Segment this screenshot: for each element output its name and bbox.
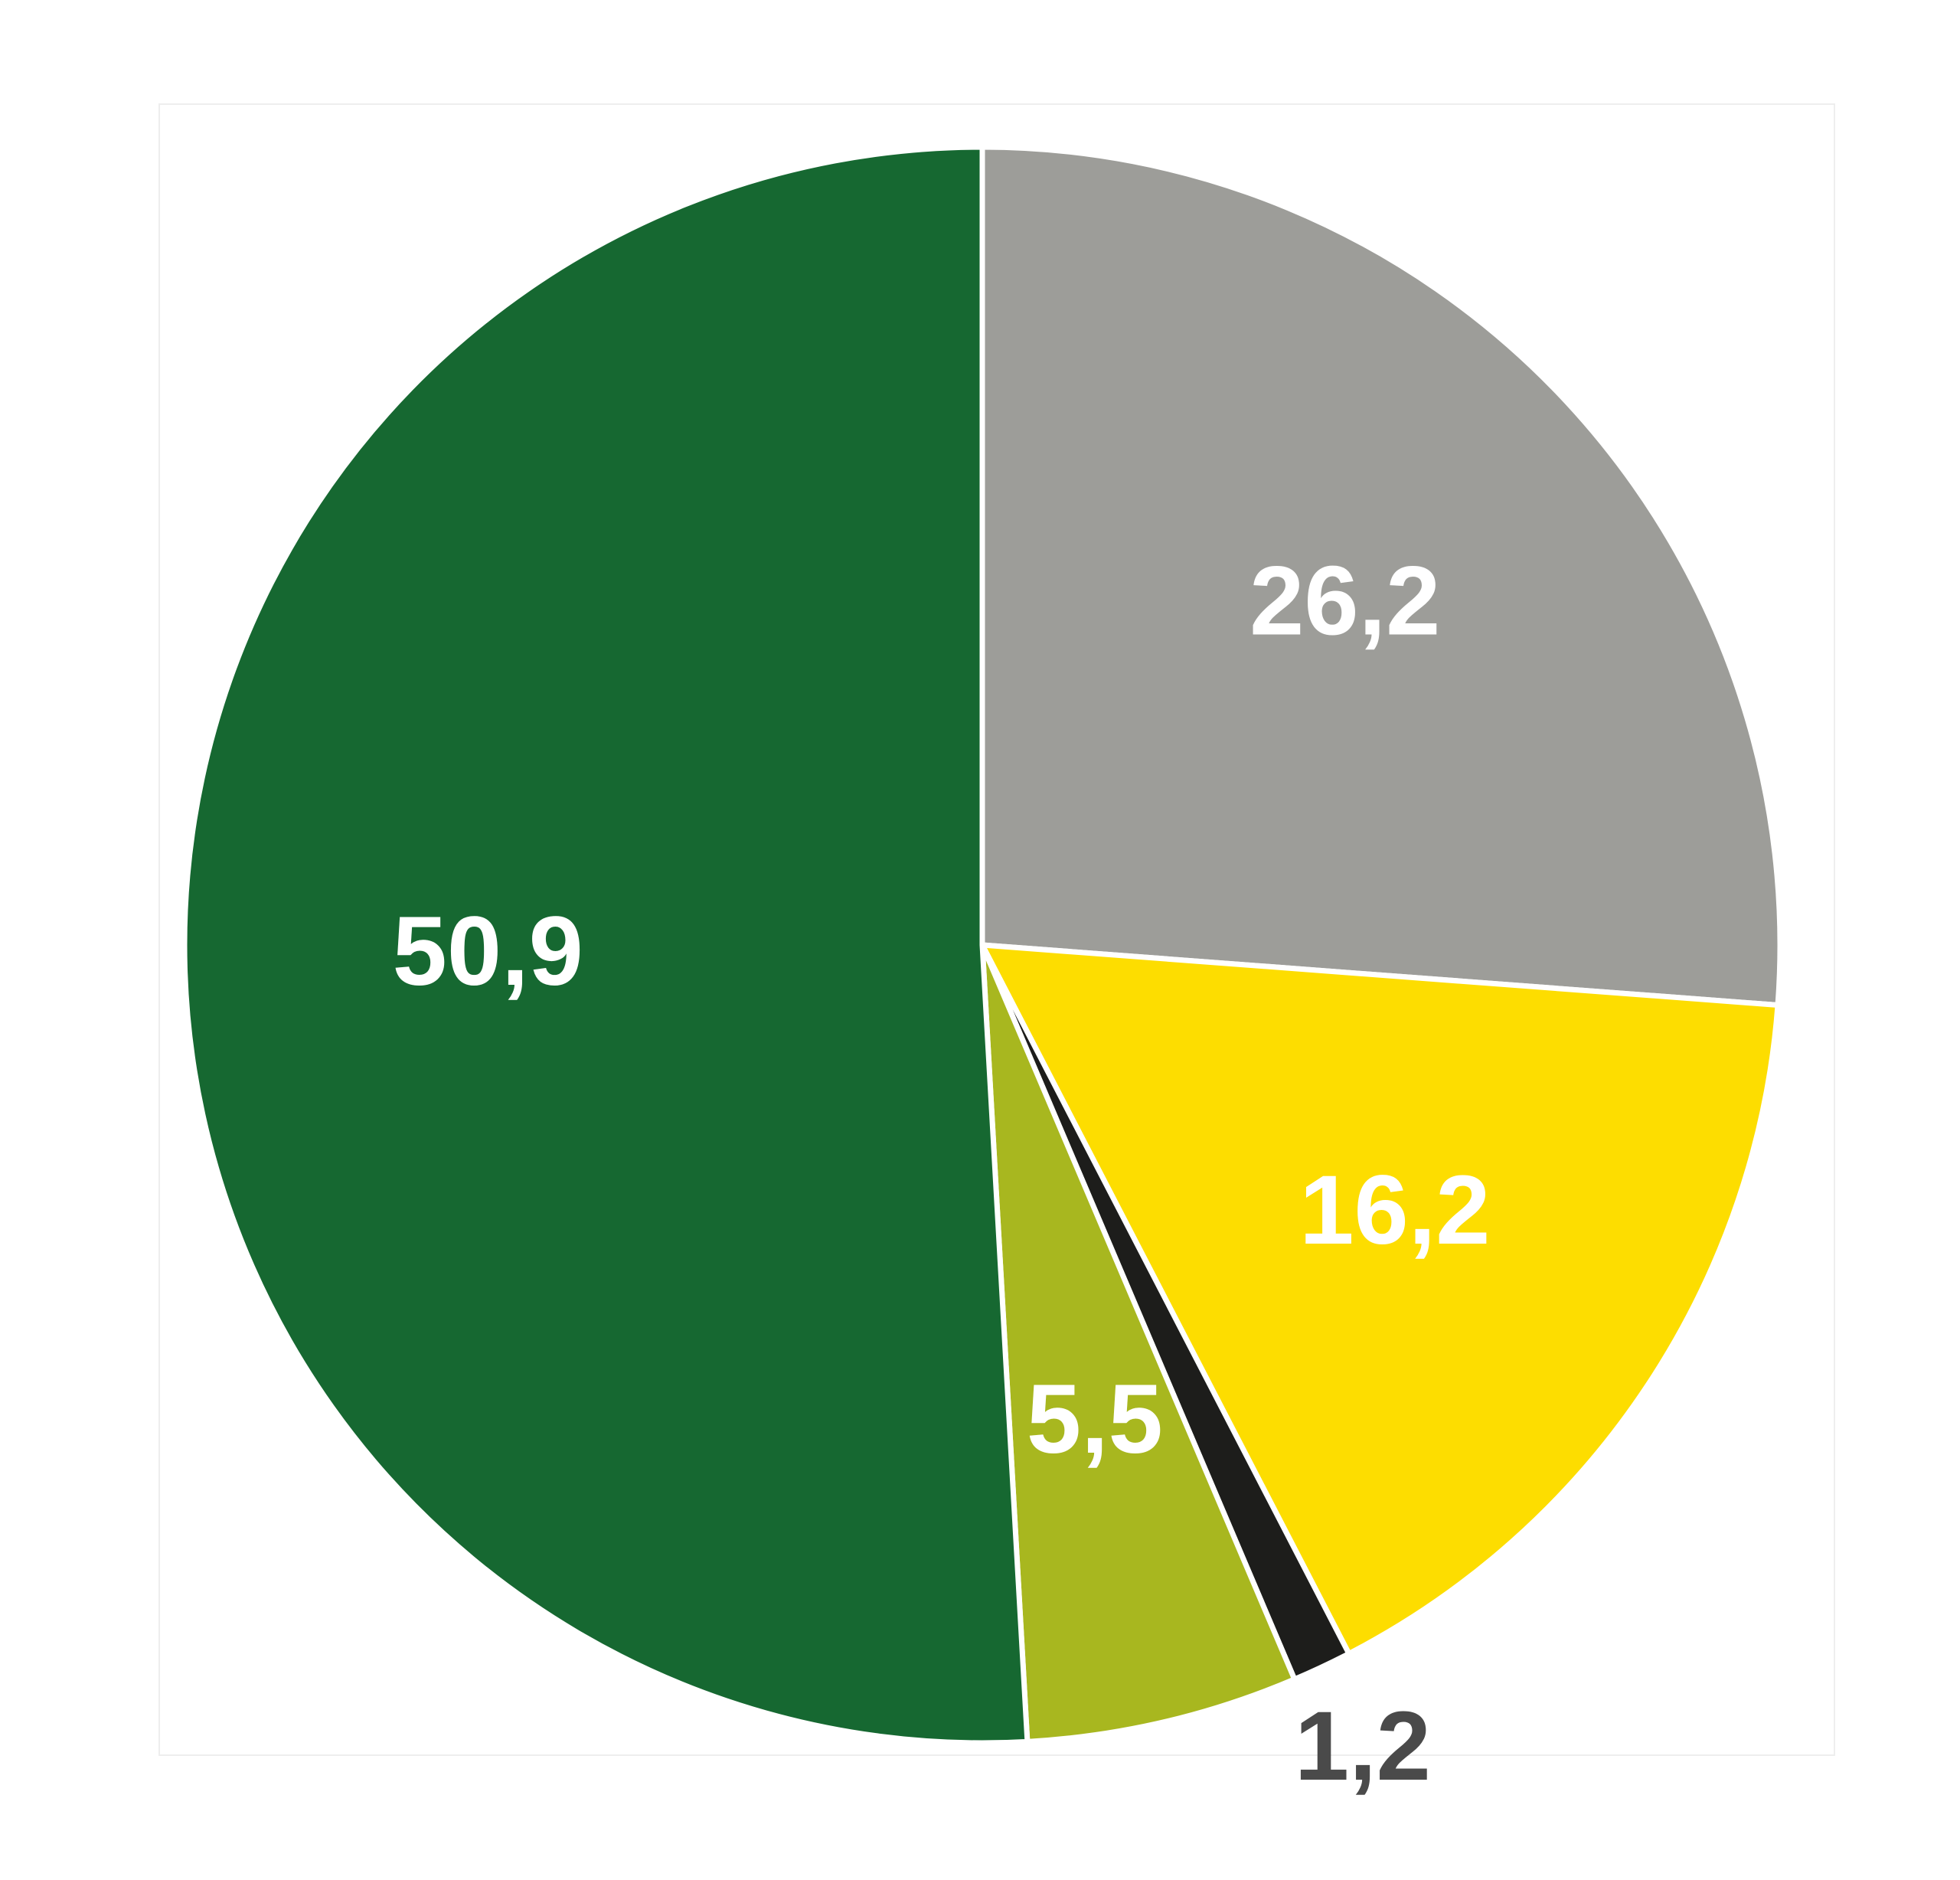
data-label: 5,5: [1027, 1365, 1163, 1474]
pie-slice: [181, 144, 1031, 1746]
data-label: 1,2: [1295, 1692, 1431, 1801]
pie-slice: [979, 942, 1298, 1744]
pie-slice: [979, 144, 1783, 1008]
data-label: 16,2: [1299, 1156, 1490, 1265]
data-label: 50,9: [393, 897, 583, 1006]
plot-frame: [158, 103, 1835, 1756]
data-label: 26,2: [1250, 547, 1440, 656]
pie-slice: [979, 942, 1781, 1656]
